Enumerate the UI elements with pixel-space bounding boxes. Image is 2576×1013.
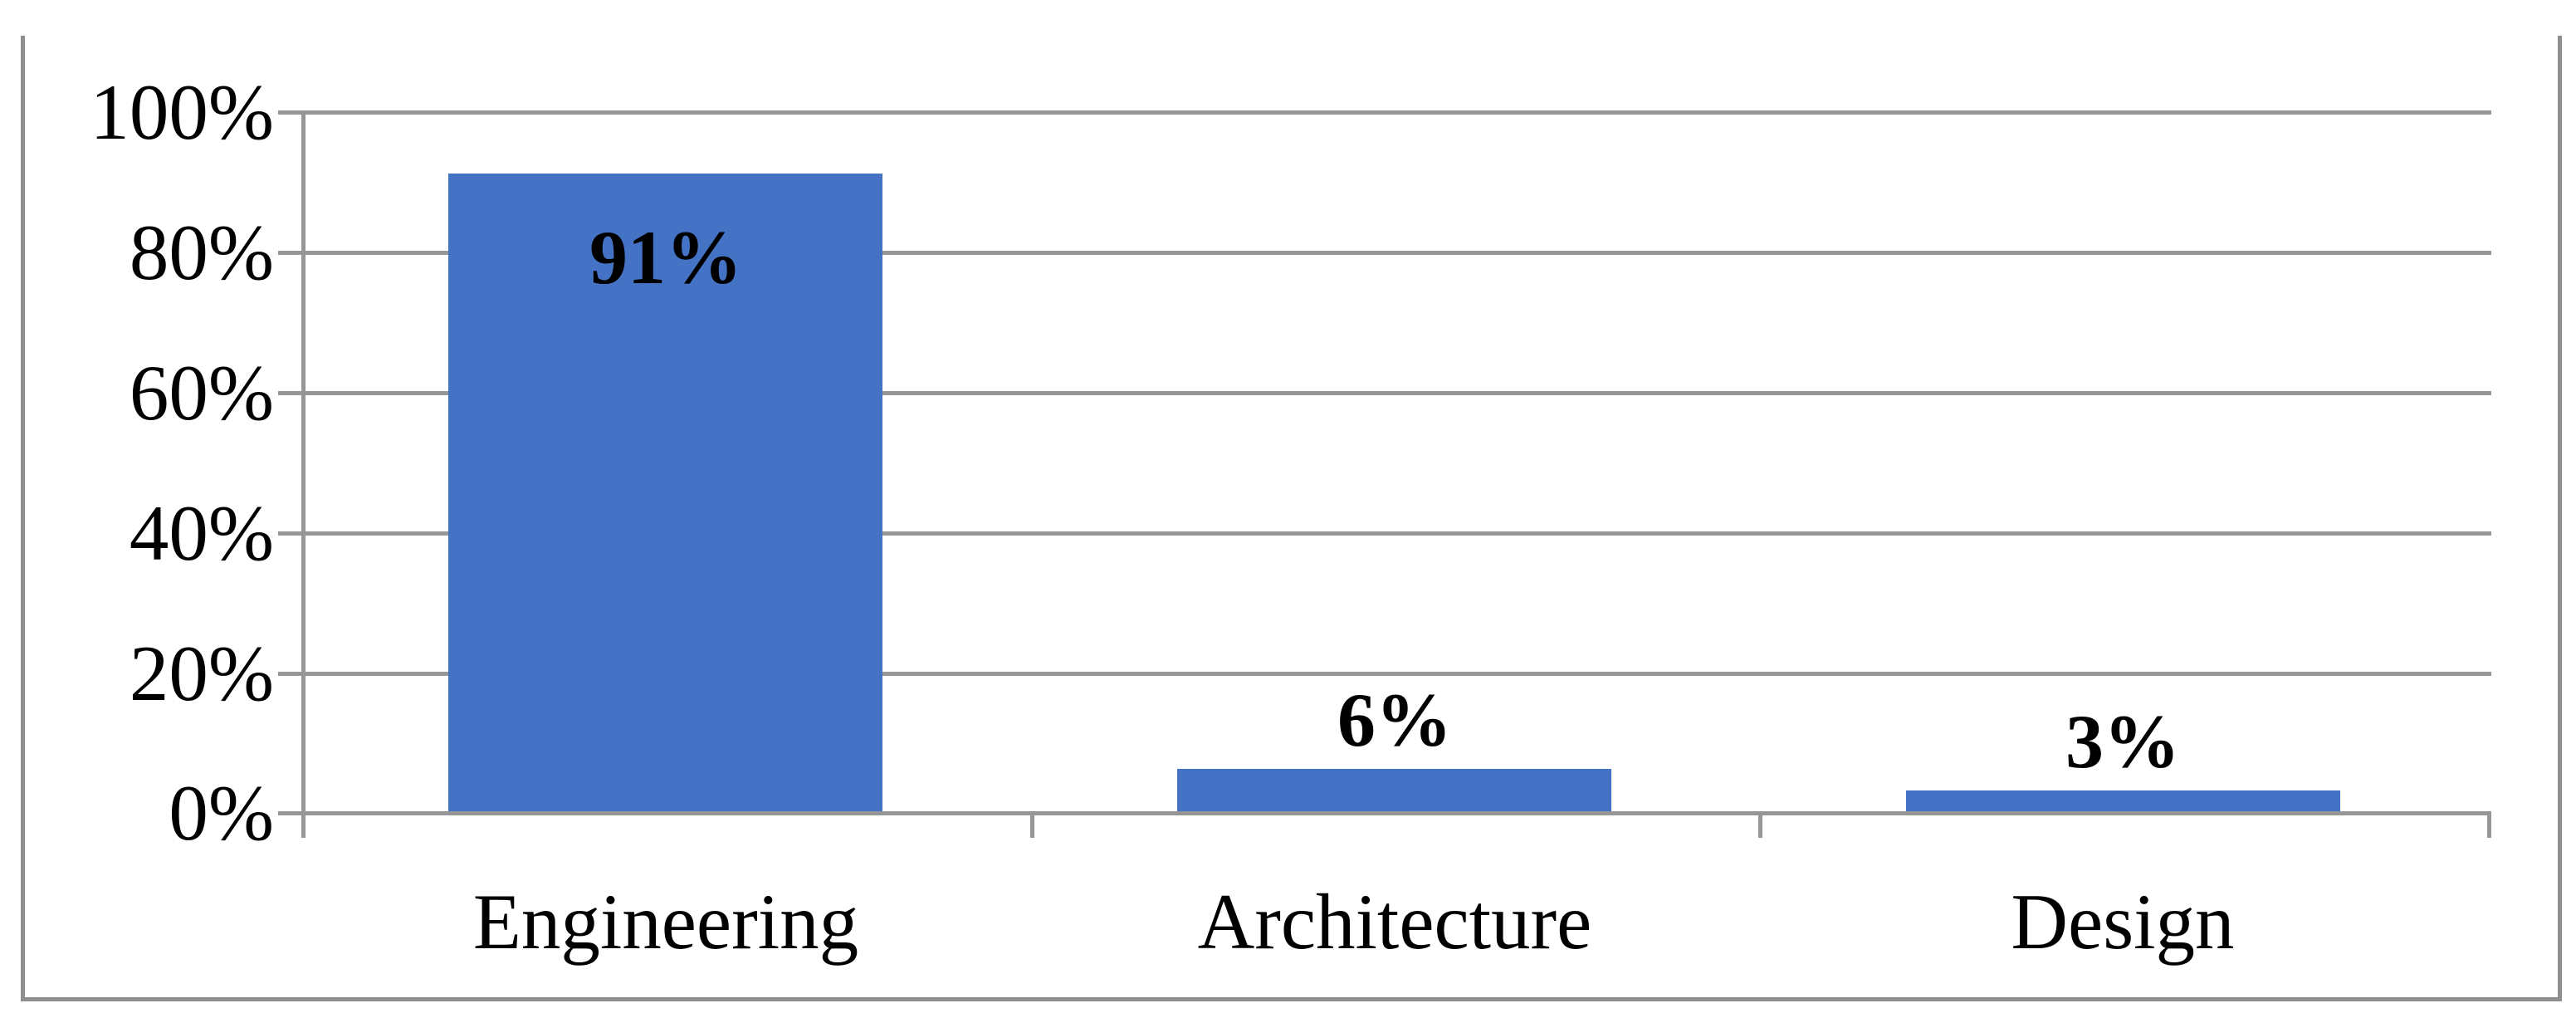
data-label-engineering: 91% xyxy=(589,215,742,300)
data-label-architecture: 6% xyxy=(1337,678,1452,762)
figure-border-bottom xyxy=(21,997,2562,1001)
gridline-20% xyxy=(301,672,2491,676)
x-axis-boundary-tick-2 xyxy=(1758,811,1762,838)
category-label-engineering: Engineering xyxy=(472,878,859,966)
gridline-60% xyxy=(301,391,2491,395)
y-axis-tick-60% xyxy=(278,391,301,395)
bar-architecture xyxy=(1177,769,1611,811)
y-axis-tick-20% xyxy=(278,672,301,676)
bar-design xyxy=(1906,790,2340,811)
y-axis-tick-100% xyxy=(278,110,301,115)
gridline-80% xyxy=(301,251,2491,255)
x-axis-boundary-tick-1 xyxy=(1030,811,1034,838)
y-axis-tick-40% xyxy=(278,531,301,536)
gridline-100% xyxy=(301,110,2491,115)
y-axis-label-0%: 0% xyxy=(169,769,274,857)
gridline-40% xyxy=(301,531,2491,536)
y-axis-tick-0% xyxy=(278,811,301,815)
category-label-architecture: Architecture xyxy=(1197,878,1592,966)
data-label-design: 3% xyxy=(2065,699,2180,784)
x-axis-boundary-tick-3 xyxy=(2487,811,2491,838)
category-label-design: Design xyxy=(2011,878,2235,966)
gridline-0% xyxy=(301,811,2491,815)
y-axis-tick-80% xyxy=(278,251,301,255)
y-axis-label-80%: 80% xyxy=(129,208,274,296)
figure-border-right xyxy=(2558,36,2562,1001)
y-axis-label-60%: 60% xyxy=(129,349,274,437)
x-axis-boundary-tick-0 xyxy=(301,811,306,838)
y-axis-label-20%: 20% xyxy=(129,629,274,717)
y-axis-line xyxy=(301,110,306,838)
y-axis-label-100%: 100% xyxy=(90,68,274,156)
figure-border-left xyxy=(21,36,25,1001)
bar-engineering xyxy=(448,174,882,811)
y-axis-label-40%: 40% xyxy=(129,489,274,577)
